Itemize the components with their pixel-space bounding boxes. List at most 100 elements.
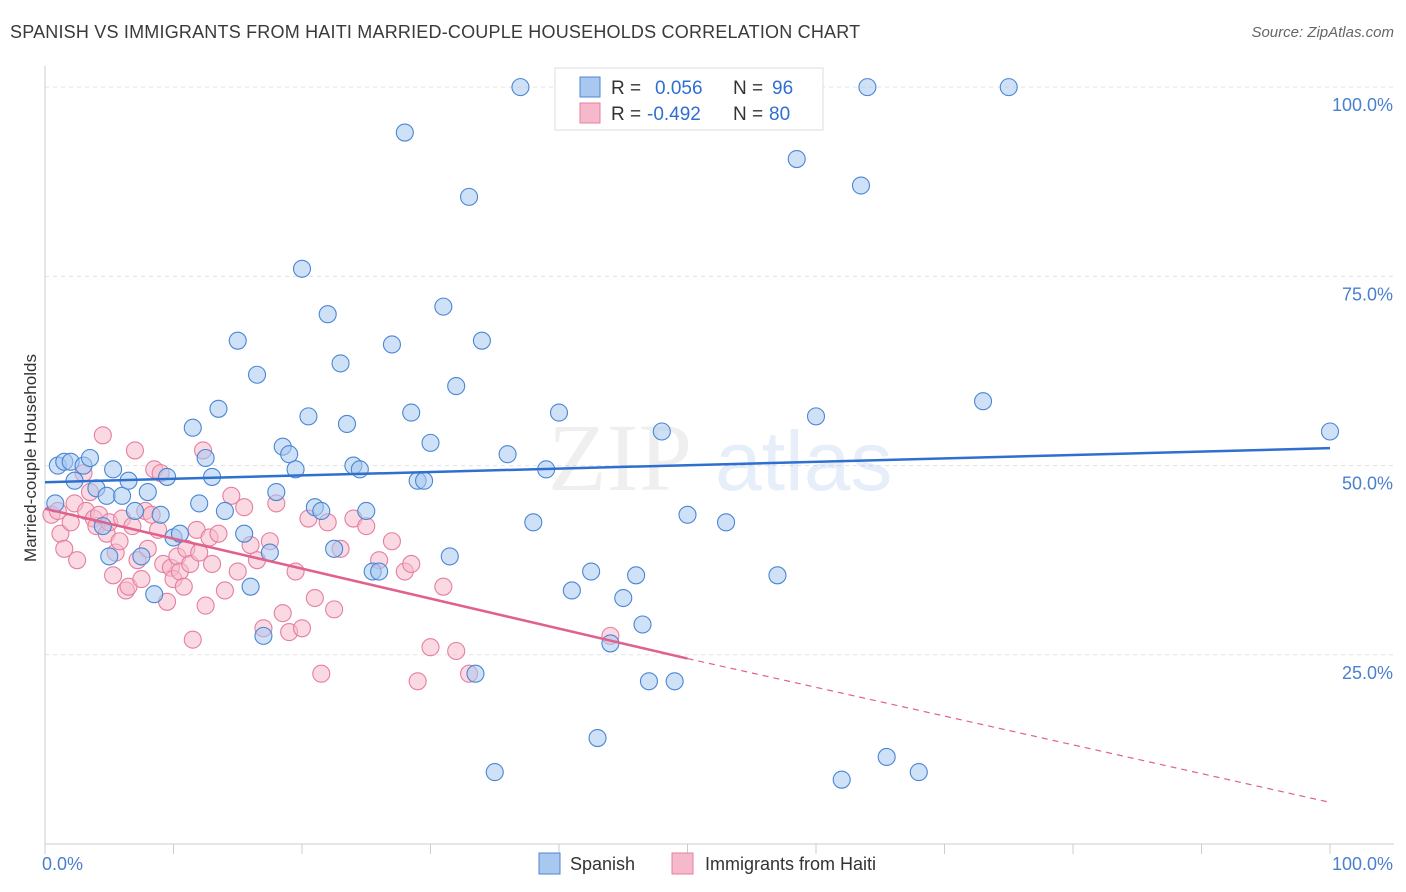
legend-swatch-haiti bbox=[579, 102, 601, 124]
spanish-point bbox=[395, 123, 414, 142]
haiti-point bbox=[325, 600, 344, 619]
haiti-point bbox=[55, 539, 74, 558]
spanish-point bbox=[267, 483, 286, 502]
haiti-point bbox=[447, 641, 466, 661]
spanish-point bbox=[832, 770, 851, 789]
spanish-point bbox=[325, 539, 344, 558]
legend-n-value-2: 80 bbox=[769, 104, 790, 125]
haiti-point bbox=[305, 588, 324, 608]
spanish-point bbox=[331, 354, 350, 373]
spanish-point bbox=[421, 433, 440, 452]
haiti-point bbox=[132, 570, 151, 589]
spanish-point bbox=[138, 483, 157, 502]
haiti-point bbox=[273, 604, 292, 623]
y-axis-title: Married-couple Households bbox=[21, 354, 40, 562]
spanish-point bbox=[652, 422, 671, 441]
spanish-point bbox=[485, 763, 504, 782]
y-tick-label: 25.0% bbox=[1342, 663, 1393, 683]
spanish-point bbox=[209, 399, 228, 418]
spanish-point bbox=[196, 448, 215, 468]
legend-swatch-spanish bbox=[579, 76, 601, 98]
spanish-point bbox=[132, 547, 151, 566]
haiti-point bbox=[203, 554, 222, 574]
spanish-point bbox=[190, 494, 209, 513]
spanish-point bbox=[100, 547, 119, 566]
spanish-point bbox=[806, 407, 826, 426]
spanish-point bbox=[999, 78, 1018, 97]
spanish-point bbox=[909, 763, 928, 782]
spanish-point bbox=[858, 78, 877, 97]
haiti-point bbox=[183, 630, 202, 649]
spanish-point bbox=[524, 513, 543, 532]
haiti-point bbox=[434, 577, 453, 596]
haiti-point bbox=[93, 426, 112, 445]
spanish-point bbox=[228, 331, 247, 350]
haiti-point bbox=[312, 664, 331, 683]
spanish-point bbox=[582, 562, 601, 581]
spanish-point bbox=[851, 176, 871, 195]
spanish-point bbox=[215, 501, 234, 521]
spanish-point bbox=[415, 471, 434, 490]
spanish-point bbox=[614, 588, 633, 608]
spanish-point bbox=[440, 547, 459, 566]
haiti-point bbox=[110, 532, 129, 551]
bottom-legend-label-spanish: Spanish bbox=[570, 854, 635, 874]
haiti-point bbox=[123, 517, 142, 536]
spanish-point bbox=[434, 297, 453, 316]
spanish-point bbox=[447, 377, 466, 396]
series-spanish-points bbox=[46, 78, 1340, 789]
spanish-point bbox=[787, 149, 806, 169]
spanish-point bbox=[254, 626, 273, 645]
bottom-legend-swatch-haiti bbox=[671, 852, 694, 875]
spanish-point bbox=[511, 78, 530, 97]
spanish-point bbox=[472, 331, 491, 350]
haiti-point bbox=[222, 486, 241, 505]
spanish-point bbox=[97, 486, 116, 505]
haiti-point bbox=[174, 577, 193, 596]
source-label: Source: ZipAtlas.com bbox=[1251, 24, 1394, 41]
spanish-point bbox=[588, 728, 607, 748]
legend-n-value-1: 96 bbox=[772, 78, 793, 99]
spanish-point bbox=[639, 672, 659, 691]
spanish-point bbox=[466, 664, 485, 683]
trend-lines bbox=[44, 446, 1331, 803]
legend-r-label-2: R = bbox=[611, 104, 641, 125]
spanish-point bbox=[370, 562, 389, 581]
bottom-legend-swatch-spanish bbox=[538, 852, 561, 875]
spanish-point bbox=[402, 403, 421, 422]
spanish-point bbox=[104, 460, 123, 479]
spanish-point bbox=[877, 747, 896, 767]
spanish-point bbox=[312, 501, 331, 521]
spanish-point bbox=[292, 259, 312, 278]
spanish-point bbox=[145, 585, 164, 604]
spanish-point bbox=[286, 460, 305, 479]
x-tick-label-min: 0.0% bbox=[42, 854, 83, 874]
bottom-legend-label-haiti: Immigrants from Haiti bbox=[705, 854, 876, 874]
haiti-point bbox=[292, 619, 312, 638]
haiti-point bbox=[104, 566, 123, 585]
spanish-point bbox=[113, 486, 132, 505]
spanish-point bbox=[158, 467, 177, 486]
haiti-point bbox=[408, 672, 427, 691]
haiti-point bbox=[402, 554, 421, 574]
spanish-point bbox=[382, 335, 402, 354]
legend-r-value-1: 0.056 bbox=[655, 78, 703, 99]
spanish-point bbox=[716, 513, 736, 532]
spanish-point bbox=[459, 187, 479, 206]
haiti-point bbox=[421, 638, 440, 657]
spanish-point bbox=[247, 365, 267, 384]
spanish-point bbox=[627, 566, 646, 585]
trend-line-spanish bbox=[44, 446, 1331, 484]
x-tick-label-max: 100.0% bbox=[1332, 854, 1393, 874]
haiti-point bbox=[196, 596, 215, 615]
spanish-point bbox=[241, 577, 260, 596]
series-legend: Spanish Immigrants from Haiti bbox=[538, 852, 876, 875]
spanish-point bbox=[318, 305, 337, 324]
spanish-point bbox=[125, 501, 144, 521]
y-tick-label: 100.0% bbox=[1332, 95, 1393, 115]
spanish-point bbox=[498, 445, 517, 464]
haiti-point bbox=[357, 517, 376, 536]
spanish-point bbox=[183, 418, 202, 437]
spanish-point bbox=[601, 634, 620, 653]
